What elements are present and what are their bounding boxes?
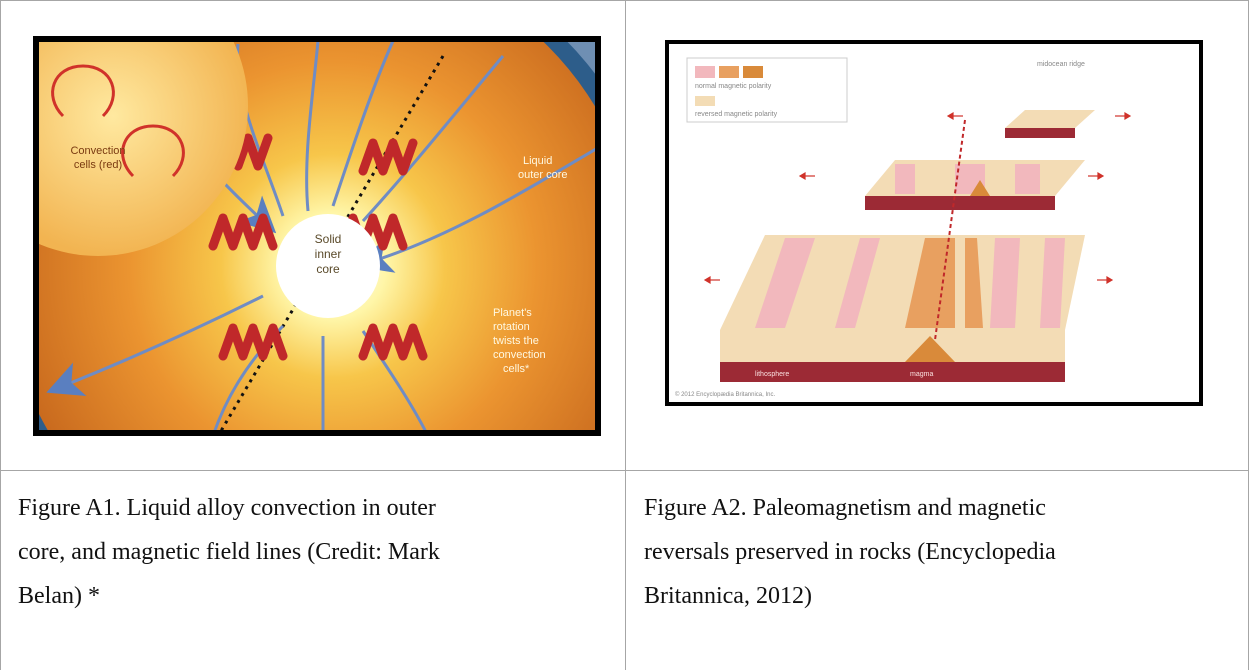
figure-a2-image: normal magnetic polarity reversed magnet… — [665, 40, 1203, 406]
caption-line: Figure A1. Liquid alloy convection in ou… — [18, 495, 436, 521]
legend-reversed-label: reversed magnetic polarity — [695, 111, 778, 118]
table-border-top — [0, 0, 1249, 1]
copyright-label: © 2012 Encyclopædia Britannica, Inc. — [675, 391, 775, 398]
solid-inner-core-label-2: inner — [315, 247, 342, 261]
magma-label: magma — [910, 371, 933, 378]
table-border-left — [0, 0, 1, 670]
liquid-outer-core-label-1: Liquid — [523, 155, 552, 167]
figure-a2-caption: Figure A2. Paleomagnetism and magnetic r… — [644, 486, 1244, 618]
planet-rotation-label-2: rotation — [493, 321, 530, 333]
convection-cells-label-2: cells (red) — [74, 159, 122, 171]
caption-line: Britannica, 2012) — [644, 583, 812, 609]
caption-line: Figure A2. Paleomagnetism and magnetic — [644, 495, 1046, 521]
planet-rotation-label-4: convection — [493, 349, 546, 361]
caption-line: reversals preserved in rocks (Encycloped… — [644, 539, 1056, 565]
figure-a1-image: Solid inner core Convection cells (red) … — [33, 36, 601, 436]
lithosphere-label: lithosphere — [755, 371, 789, 378]
planet-rotation-label-1: Planet's — [493, 307, 532, 319]
table-row-divider — [0, 470, 1249, 471]
figure-a1-caption: Figure A1. Liquid alloy convection in ou… — [18, 486, 618, 618]
midocean-ridge-label: midocean ridge — [1037, 61, 1085, 68]
planet-rotation-label-3: twists the — [493, 335, 539, 347]
solid-inner-core-label-3: core — [316, 262, 340, 276]
caption-line: core, and magnetic field lines (Credit: … — [18, 539, 440, 565]
legend-normal-label: normal magnetic polarity — [695, 83, 772, 90]
planet-rotation-label-5: cells* — [503, 363, 530, 375]
convection-cells-label-1: Convection — [70, 145, 125, 157]
table-column-divider — [625, 0, 626, 670]
solid-inner-core-label-1: Solid — [315, 232, 342, 246]
liquid-outer-core-label-2: outer core — [518, 169, 568, 181]
caption-line: Belan) * — [18, 583, 100, 609]
